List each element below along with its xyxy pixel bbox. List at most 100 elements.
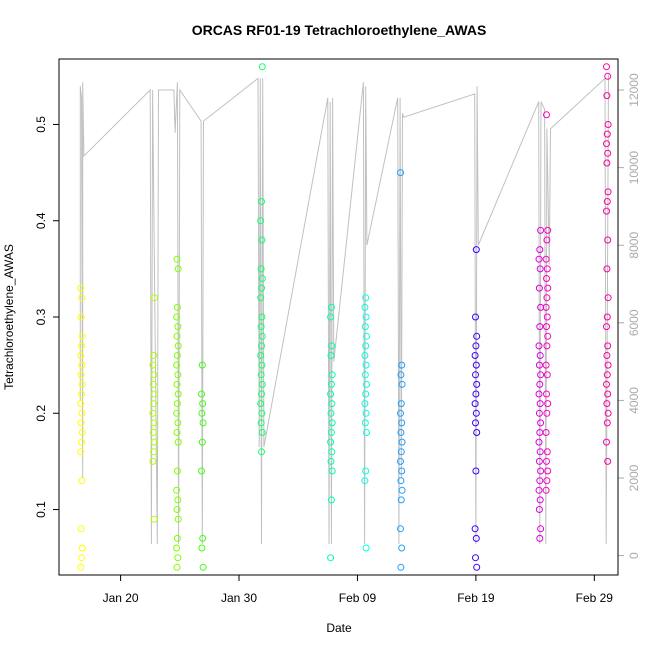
data-point xyxy=(543,313,551,321)
data-point xyxy=(327,380,335,388)
data-point xyxy=(361,303,369,311)
data-point xyxy=(472,419,479,427)
data-point xyxy=(258,380,266,388)
data-point xyxy=(536,477,544,485)
data-point xyxy=(150,448,158,456)
y2-tick-label: 4000 xyxy=(627,387,641,414)
data-point xyxy=(151,438,158,446)
data-point xyxy=(603,313,611,321)
data-point xyxy=(173,361,181,369)
data-point xyxy=(472,361,480,369)
data-point xyxy=(544,467,552,475)
y2-tick-label: 2000 xyxy=(627,464,641,491)
data-point xyxy=(397,429,405,436)
chart-title: ORCAS RF01-19 Tetrachloroethylene_AWAS xyxy=(192,22,487,38)
data-point xyxy=(173,332,181,340)
data-point xyxy=(604,409,612,417)
data-point xyxy=(603,207,610,215)
data-point xyxy=(604,457,612,465)
x-tick-label: Jan 20 xyxy=(103,591,139,605)
data-point xyxy=(77,313,85,321)
x-axis-label: Date xyxy=(326,621,352,635)
series-rf09 xyxy=(471,246,481,571)
data-point xyxy=(198,467,205,475)
data-point xyxy=(535,390,543,398)
data-point xyxy=(537,226,545,234)
data-point xyxy=(543,294,551,302)
data-point xyxy=(536,265,544,273)
x-tick-label: Feb 19 xyxy=(457,591,495,605)
series-rf07 xyxy=(361,294,370,552)
data-point xyxy=(472,313,479,321)
data-point xyxy=(258,313,266,321)
data-point xyxy=(535,284,543,292)
data-point xyxy=(77,419,85,427)
data-point xyxy=(174,265,182,273)
data-point xyxy=(472,342,480,350)
series-rf11 xyxy=(542,111,552,494)
data-point xyxy=(78,438,85,446)
data-point xyxy=(471,400,479,408)
data-point xyxy=(77,448,85,456)
data-point xyxy=(537,371,545,379)
data-point xyxy=(544,400,552,408)
data-point xyxy=(604,342,612,350)
data-point xyxy=(542,361,550,369)
data-point xyxy=(78,332,86,340)
data-point xyxy=(328,419,336,427)
data-point xyxy=(327,390,335,398)
data-point xyxy=(544,284,552,292)
data-point xyxy=(257,419,265,427)
data-point xyxy=(173,467,181,475)
points-layer xyxy=(77,63,612,571)
data-point xyxy=(363,380,370,388)
data-point xyxy=(173,400,181,408)
data-point xyxy=(544,226,552,234)
plot-frame xyxy=(58,58,619,576)
data-point xyxy=(78,294,86,302)
data-point xyxy=(258,409,266,417)
data-point xyxy=(78,390,85,398)
data-point xyxy=(78,361,86,369)
data-point xyxy=(397,525,404,533)
data-point xyxy=(327,554,335,562)
data-point xyxy=(537,419,545,427)
data-point xyxy=(542,429,550,436)
data-point xyxy=(198,544,206,552)
data-point xyxy=(361,371,369,379)
y-tick-label: 0.4 xyxy=(34,212,48,229)
data-point xyxy=(150,515,158,523)
y2-tick-label: 8000 xyxy=(627,232,641,259)
data-point xyxy=(362,313,370,321)
y-tick-label: 0.1 xyxy=(34,501,48,518)
data-point xyxy=(603,198,611,205)
series-rf06 xyxy=(327,303,336,562)
data-point xyxy=(537,467,545,475)
x-tick-label: Feb 29 xyxy=(576,591,614,605)
data-point xyxy=(542,303,550,311)
data-point xyxy=(537,525,545,533)
y2-tick-label: 6000 xyxy=(627,309,641,336)
data-point xyxy=(603,371,611,379)
data-point xyxy=(78,544,86,552)
data-point xyxy=(198,409,206,417)
data-point xyxy=(536,400,544,408)
data-point xyxy=(397,400,405,408)
data-point xyxy=(535,438,543,446)
data-point xyxy=(543,477,551,485)
data-point xyxy=(149,380,157,388)
data-point xyxy=(472,246,480,254)
data-point xyxy=(150,400,158,408)
data-point xyxy=(258,236,266,244)
data-point xyxy=(257,265,265,273)
data-point xyxy=(257,352,265,359)
data-point xyxy=(604,361,612,369)
data-point xyxy=(258,429,266,436)
data-point xyxy=(536,448,544,456)
data-point xyxy=(535,506,543,513)
data-point xyxy=(173,409,181,417)
data-point xyxy=(150,419,158,427)
data-point xyxy=(604,188,612,196)
data-point xyxy=(542,486,550,494)
data-point xyxy=(471,525,479,533)
